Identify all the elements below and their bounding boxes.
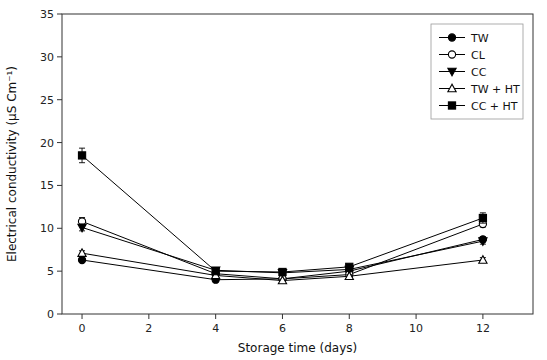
- x-tick-label: 8: [346, 322, 353, 335]
- chart: 0 2 4 6 8 10 12 0 5 10 15 20 25 30 35 Storage time (day…: [0, 0, 547, 360]
- legend-marker: [448, 51, 455, 58]
- x-tick: [349, 314, 350, 319]
- point: [212, 267, 220, 275]
- error-cap: [79, 162, 85, 163]
- point: [479, 256, 487, 264]
- y-axis-label: Electrical conductivity (μS Cm⁻¹): [5, 66, 19, 262]
- series: [78, 218, 486, 283]
- error-cap: [79, 148, 85, 149]
- x-tick: [148, 314, 149, 319]
- y-tick-label: 35: [40, 8, 54, 21]
- point: [78, 152, 85, 159]
- point: [78, 249, 86, 257]
- point: [212, 268, 219, 275]
- point: [346, 263, 353, 270]
- legend-label: TW + HT: [470, 83, 520, 96]
- series-line: [82, 221, 483, 278]
- series: [78, 224, 487, 277]
- y-tick: [57, 14, 62, 15]
- error-bar: [480, 213, 486, 223]
- x-tick: [416, 314, 417, 319]
- error-cap: [480, 212, 486, 213]
- y-tick-label: 25: [40, 94, 54, 107]
- legend-label: CC + HT: [471, 100, 518, 113]
- point: [479, 214, 486, 221]
- legend-marker: [448, 102, 455, 109]
- point: [279, 268, 286, 275]
- x-tick-label: 12: [476, 322, 490, 335]
- y-tick-label: 30: [40, 51, 54, 64]
- series: [78, 249, 487, 284]
- x-tick-label: 10: [409, 322, 423, 335]
- legend-label: CC: [471, 66, 487, 79]
- y-tick: [57, 142, 62, 143]
- plot-frame: [62, 14, 533, 314]
- series-line: [82, 227, 483, 272]
- x-tick-label: 0: [79, 322, 86, 335]
- y-tick: [57, 314, 62, 315]
- point: [278, 276, 286, 284]
- legend-label: CL: [471, 49, 486, 62]
- x-tick-label: 6: [279, 322, 286, 335]
- y-tick: [57, 228, 62, 229]
- legend-marker: [448, 68, 456, 76]
- point: [345, 272, 353, 280]
- y-tick-label: 20: [40, 137, 54, 150]
- y-tick: [57, 185, 62, 186]
- point: [479, 238, 487, 246]
- y-tick-label: 15: [40, 179, 54, 192]
- legend-box: [431, 24, 523, 119]
- x-tick: [482, 314, 483, 319]
- y-tick-label: 0: [47, 308, 54, 321]
- x-tick: [282, 314, 283, 319]
- plot-data: [78, 148, 487, 284]
- point: [78, 256, 85, 263]
- series: [78, 236, 486, 283]
- error-cap: [480, 223, 486, 224]
- y-tick-label: 10: [40, 222, 54, 235]
- x-axis-label: Storage time (days): [238, 341, 357, 355]
- y-tick: [57, 99, 62, 100]
- y-tick-label: 5: [47, 265, 54, 278]
- x-tick: [82, 314, 83, 319]
- legend-marker: [448, 34, 455, 41]
- x-tick-label: 2: [145, 322, 152, 335]
- legend: TW CL CC TW + HT CC + HT: [431, 24, 523, 119]
- x-tick: [215, 314, 216, 319]
- series: [78, 148, 486, 275]
- error-bar: [79, 148, 85, 163]
- y-tick: [57, 56, 62, 57]
- y-tick: [57, 271, 62, 272]
- point: [78, 224, 86, 232]
- x-tick-label: 4: [212, 322, 219, 335]
- legend-marker: [448, 84, 456, 92]
- legend-label: TW: [470, 32, 489, 45]
- series-line: [82, 155, 483, 272]
